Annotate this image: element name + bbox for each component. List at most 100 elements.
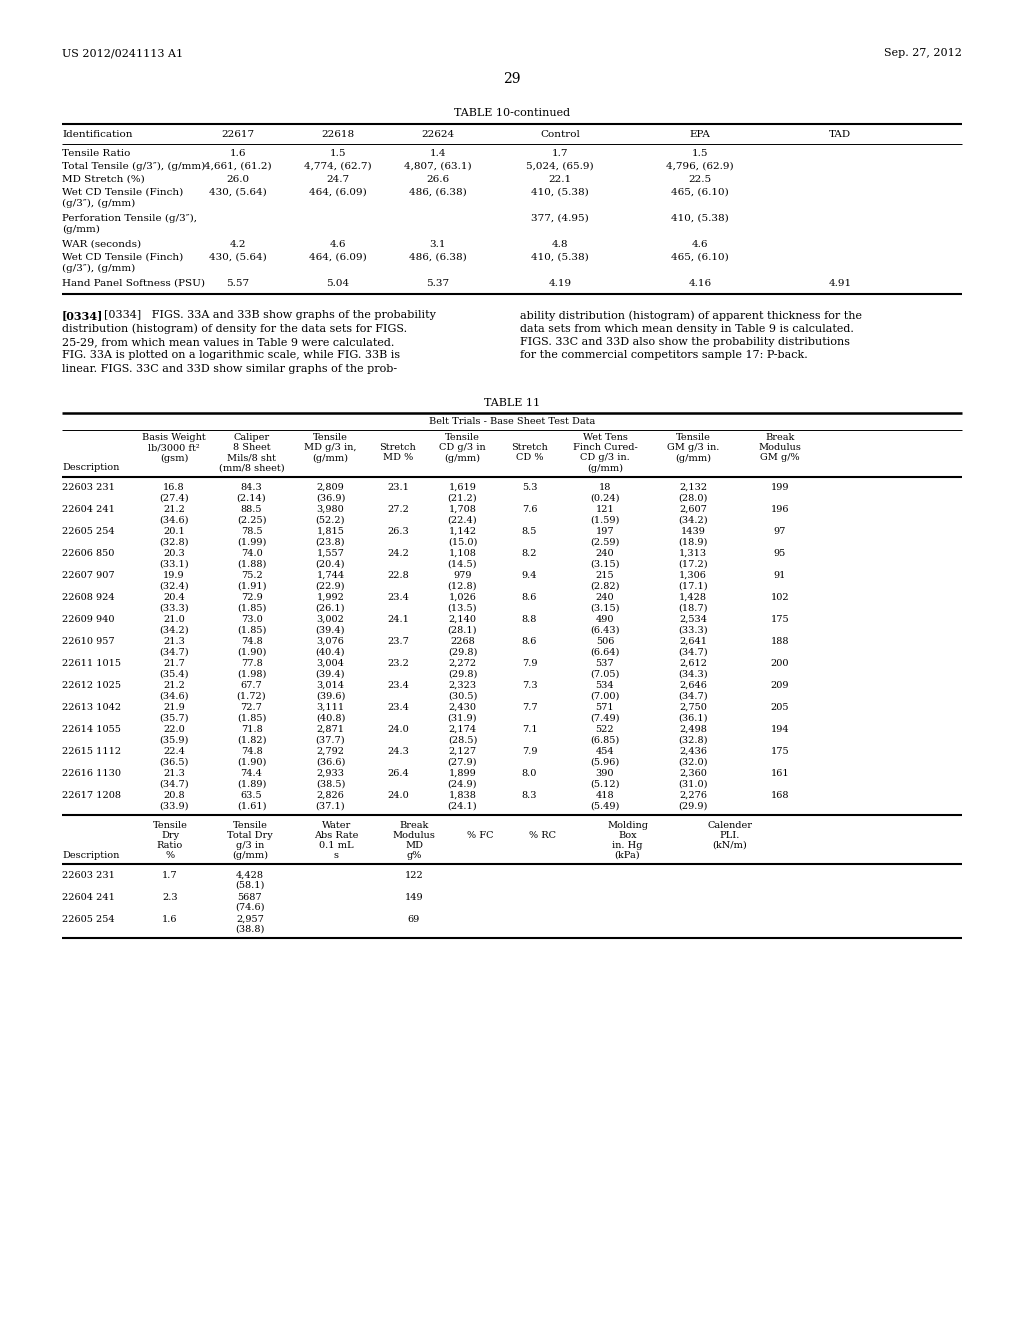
- Text: 4.91: 4.91: [828, 279, 852, 288]
- Text: 200: 200: [771, 659, 790, 668]
- Text: 2,871: 2,871: [316, 725, 344, 734]
- Text: 2,276: 2,276: [679, 791, 707, 800]
- Text: 1,744: 1,744: [316, 570, 344, 579]
- Text: 95: 95: [774, 549, 786, 557]
- Text: (2.14): (2.14): [237, 494, 266, 503]
- Text: 19.9: 19.9: [163, 570, 184, 579]
- Text: (6.64): (6.64): [590, 648, 620, 656]
- Text: (36.1): (36.1): [678, 714, 708, 722]
- Text: 410, (5.38): 410, (5.38): [531, 253, 589, 261]
- Text: distribution (histogram) of density for the data sets for FIGS.: distribution (histogram) of density for …: [62, 323, 408, 334]
- Text: 20.8: 20.8: [163, 791, 184, 800]
- Text: 27.2: 27.2: [387, 504, 409, 513]
- Text: 5.04: 5.04: [327, 279, 349, 288]
- Text: FIG. 33A is plotted on a logarithmic scale, while FIG. 33B is: FIG. 33A is plotted on a logarithmic sca…: [62, 351, 400, 360]
- Text: 486, (6.38): 486, (6.38): [410, 253, 467, 261]
- Text: (34.7): (34.7): [678, 692, 708, 701]
- Text: 161: 161: [771, 768, 790, 777]
- Text: CD g/3 in.: CD g/3 in.: [581, 454, 630, 462]
- Text: 506: 506: [596, 636, 614, 645]
- Text: (2.59): (2.59): [590, 537, 620, 546]
- Text: 22.1: 22.1: [549, 176, 571, 183]
- Text: (37.1): (37.1): [315, 801, 345, 810]
- Text: 4.6: 4.6: [692, 240, 709, 249]
- Text: (1.90): (1.90): [237, 648, 266, 656]
- Text: 22616 1130: 22616 1130: [62, 768, 121, 777]
- Text: (g/3″), (g/mm): (g/3″), (g/mm): [62, 199, 135, 209]
- Text: (1.85): (1.85): [237, 603, 266, 612]
- Text: 21.2: 21.2: [163, 681, 185, 689]
- Text: Caliper: Caliper: [233, 433, 269, 442]
- Text: Tensile: Tensile: [313, 433, 348, 442]
- Text: (36.6): (36.6): [315, 758, 345, 767]
- Text: 194: 194: [771, 725, 790, 734]
- Text: 430, (5.64): 430, (5.64): [209, 187, 267, 197]
- Text: 4.19: 4.19: [549, 279, 571, 288]
- Text: 22617 1208: 22617 1208: [62, 791, 121, 800]
- Text: Break: Break: [765, 433, 795, 442]
- Text: (6.43): (6.43): [590, 626, 620, 635]
- Text: 3.1: 3.1: [430, 240, 446, 249]
- Text: 1.7: 1.7: [162, 870, 178, 879]
- Text: 21.0: 21.0: [163, 615, 185, 623]
- Text: 1.7: 1.7: [552, 149, 568, 158]
- Text: Hand Panel Softness (PSU): Hand Panel Softness (PSU): [62, 279, 205, 288]
- Text: 26.4: 26.4: [387, 768, 409, 777]
- Text: 1.5: 1.5: [692, 149, 709, 158]
- Text: 465, (6.10): 465, (6.10): [671, 187, 729, 197]
- Text: Stretch: Stretch: [380, 444, 417, 453]
- Text: 7.7: 7.7: [521, 702, 538, 711]
- Text: (40.4): (40.4): [315, 648, 345, 656]
- Text: Total Dry: Total Dry: [227, 830, 272, 840]
- Text: (17.2): (17.2): [678, 560, 708, 569]
- Text: Basis Weight: Basis Weight: [142, 433, 206, 442]
- Text: 1.5: 1.5: [330, 149, 346, 158]
- Text: 2,750: 2,750: [679, 702, 707, 711]
- Text: (29.8): (29.8): [447, 648, 477, 656]
- Text: 2,957: 2,957: [237, 915, 264, 924]
- Text: 1,557: 1,557: [316, 549, 344, 557]
- Text: CD %: CD %: [516, 454, 544, 462]
- Text: 377, (4.95): 377, (4.95): [531, 214, 589, 223]
- Text: 196: 196: [771, 504, 790, 513]
- Text: 97: 97: [774, 527, 786, 536]
- Text: 25-29, from which mean values in Table 9 were calculated.: 25-29, from which mean values in Table 9…: [62, 337, 394, 347]
- Text: 20.3: 20.3: [163, 549, 185, 557]
- Text: 22.0: 22.0: [163, 725, 185, 734]
- Text: 7.1: 7.1: [521, 725, 538, 734]
- Text: (g/mm): (g/mm): [587, 463, 623, 473]
- Text: 418: 418: [596, 791, 614, 800]
- Text: 3,014: 3,014: [316, 681, 344, 689]
- Text: % FC: % FC: [467, 830, 494, 840]
- Text: 4,428: 4,428: [236, 870, 264, 879]
- Text: 72.9: 72.9: [241, 593, 262, 602]
- Text: (32.8): (32.8): [678, 735, 708, 744]
- Text: 22611 1015: 22611 1015: [62, 659, 121, 668]
- Text: 24.0: 24.0: [387, 725, 409, 734]
- Text: (34.7): (34.7): [678, 648, 708, 656]
- Text: 67.7: 67.7: [241, 681, 262, 689]
- Text: 4.16: 4.16: [688, 279, 712, 288]
- Text: 5,024, (65.9): 5,024, (65.9): [526, 162, 594, 172]
- Text: 23.4: 23.4: [387, 681, 409, 689]
- Text: (39.6): (39.6): [315, 692, 345, 701]
- Text: 2,607: 2,607: [679, 504, 707, 513]
- Text: (3.15): (3.15): [590, 560, 620, 569]
- Text: Break: Break: [399, 821, 429, 829]
- Text: (g/mm): (g/mm): [312, 454, 348, 462]
- Text: 2.3: 2.3: [162, 892, 178, 902]
- Text: MD: MD: [406, 841, 423, 850]
- Text: Abs Rate: Abs Rate: [314, 830, 358, 840]
- Text: 22.8: 22.8: [387, 570, 409, 579]
- Text: Stretch: Stretch: [511, 444, 548, 453]
- Text: 2,809: 2,809: [316, 483, 344, 491]
- Text: (17.1): (17.1): [678, 582, 708, 590]
- Text: WAR (seconds): WAR (seconds): [62, 240, 141, 249]
- Text: ability distribution (histogram) of apparent thickness for the: ability distribution (histogram) of appa…: [520, 310, 862, 321]
- Text: (g/mm): (g/mm): [62, 224, 100, 234]
- Text: 149: 149: [404, 892, 423, 902]
- Text: 22610 957: 22610 957: [62, 636, 115, 645]
- Text: 22603 231: 22603 231: [62, 483, 115, 491]
- Text: 72.7: 72.7: [241, 702, 262, 711]
- Text: (52.2): (52.2): [315, 516, 345, 524]
